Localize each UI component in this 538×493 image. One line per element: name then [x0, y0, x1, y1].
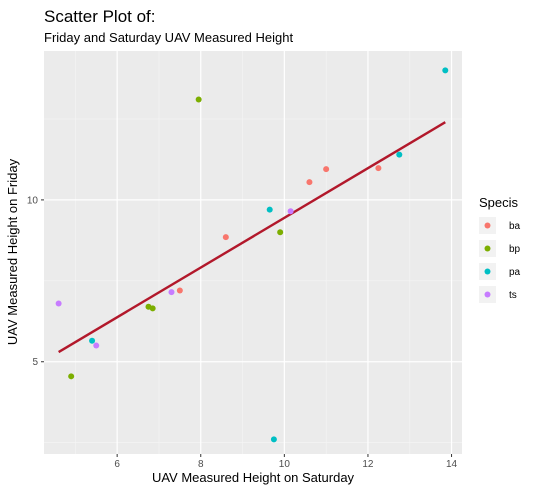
point-ba [306, 179, 313, 186]
point-ba [222, 234, 229, 241]
trend-line-group [58, 121, 446, 354]
x-tick-label: 14 [446, 459, 458, 470]
legend-label-ba: ba [509, 221, 521, 232]
grid-major [44, 51, 462, 454]
trend-line [58, 121, 446, 354]
x-tick-label: 6 [114, 459, 120, 470]
y-axis-label: UAV Measured Height on Friday [5, 158, 20, 345]
legend-label-bp: bp [509, 244, 521, 255]
point-ba [375, 165, 382, 172]
point-pa [270, 436, 277, 443]
point-pa [396, 151, 403, 158]
chart-title: Scatter Plot of: [44, 7, 156, 26]
x-axis: 6 8 10 12 14 [114, 454, 458, 470]
legend-key-ts [484, 291, 491, 298]
point-ts [55, 300, 62, 307]
x-tick-label: 8 [198, 459, 204, 470]
plot-panel [44, 51, 462, 454]
points-group [55, 67, 449, 443]
point-ts [287, 208, 294, 215]
legend-key-ba [484, 222, 491, 229]
point-bp [149, 305, 156, 312]
point-bp [277, 229, 284, 236]
x-tick-label: 12 [362, 459, 374, 470]
y-tick-label: 10 [27, 195, 39, 206]
grid-minor [44, 51, 462, 454]
x-tick-label: 10 [279, 459, 291, 470]
legend-key-pa [484, 268, 491, 275]
chart-subtitle: Friday and Saturday UAV Measured Height [44, 30, 293, 45]
point-pa [266, 206, 273, 213]
x-axis-label: UAV Measured Height on Saturday [152, 470, 355, 485]
point-ts [168, 289, 175, 296]
legend-label-ts: ts [509, 290, 517, 301]
y-axis: 5 10 [27, 195, 44, 368]
legend-key-bp [484, 245, 491, 252]
legend-label-pa: pa [509, 267, 521, 278]
point-ba [176, 287, 183, 294]
point-bp [68, 373, 75, 380]
point-bp [195, 96, 202, 103]
point-pa [89, 337, 96, 344]
y-tick-label: 5 [32, 357, 38, 368]
legend-title: Specis [479, 195, 519, 210]
point-ba [323, 166, 330, 173]
legend: ba bp pa ts [479, 217, 521, 303]
point-ts [93, 342, 100, 349]
point-pa [442, 67, 449, 74]
